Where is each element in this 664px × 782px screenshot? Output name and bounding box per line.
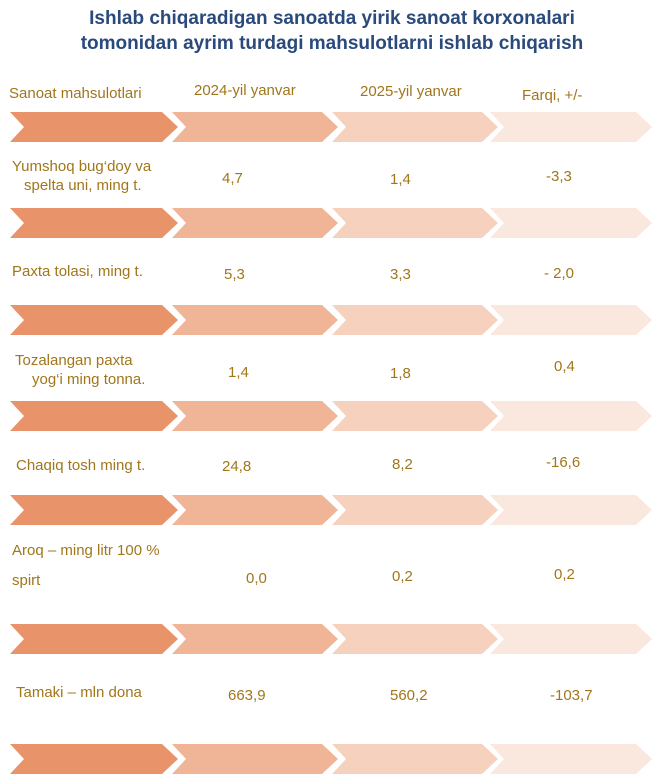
chevron-arrow-2 <box>172 624 338 654</box>
product-label-line: Paxta tolasi, ming t. <box>12 263 143 280</box>
chevron-arrow-1 <box>10 401 178 431</box>
header-diff: Farqi, +/- <box>522 87 583 104</box>
arrow-band-graphic <box>10 208 652 238</box>
chevron-arrow-1 <box>10 624 178 654</box>
chevron-arrow-4 <box>490 112 652 142</box>
value-2025: 3,3 <box>390 266 411 283</box>
page-title: Ishlab chiqaradigan sanoatda yirik sanoa… <box>0 6 664 56</box>
product-label-line: spirt <box>12 572 41 589</box>
value-diff: -16,6 <box>546 454 581 471</box>
product-label-line: Tozalangan paxta <box>15 352 133 369</box>
value-2024: 663,9 <box>228 687 266 704</box>
value-diff: -103,7 <box>550 687 593 704</box>
product-label: Yumshoq bug‘doy va spelta uni, ming t. <box>12 157 172 195</box>
header-product: Sanoat mahsulotlari <box>9 85 142 102</box>
value-2024: 1,4 <box>228 364 249 381</box>
value-2024: 4,7 <box>222 170 243 187</box>
value-2025: 8,2 <box>392 456 413 473</box>
arrow-band <box>0 305 664 335</box>
chevron-arrow-1 <box>10 112 178 142</box>
chevron-arrow-3 <box>332 624 498 654</box>
arrow-band <box>0 624 664 654</box>
value-2025: 0,2 <box>392 568 413 585</box>
product-label: Aroq – ming litr 100 % spirt <box>12 541 212 590</box>
chevron-arrow-4 <box>490 744 652 774</box>
chevron-arrow-1 <box>10 495 178 525</box>
arrow-band-graphic <box>10 495 652 525</box>
product-label-line: Chaqiq tosh ming t. <box>16 457 146 474</box>
value-diff: 0,2 <box>554 566 575 583</box>
product-label-line: spelta uni, ming t. <box>24 177 142 194</box>
arrow-band-graphic <box>10 305 652 335</box>
value-2024: 0,0 <box>246 570 267 587</box>
product-label-line: Aroq – ming litr 100 % <box>12 542 160 559</box>
value-diff: -3,3 <box>546 168 572 185</box>
product-label: Chaqiq tosh ming t. <box>16 456 196 475</box>
title-line-2: tomonidan ayrim turdagi mahsulotlarni is… <box>80 33 584 54</box>
chevron-arrow-4 <box>490 208 652 238</box>
arrow-band <box>0 744 664 774</box>
chevron-arrow-4 <box>490 495 652 525</box>
chevron-arrow-4 <box>490 305 652 335</box>
chevron-arrow-3 <box>332 305 498 335</box>
product-label: Paxta tolasi, ming t. <box>12 262 182 281</box>
product-label: Tamaki – mln dona <box>16 683 196 702</box>
chevron-arrow-4 <box>490 401 652 431</box>
value-2024: 24,8 <box>222 458 252 475</box>
value-diff: 0,4 <box>554 358 575 375</box>
chevron-arrow-2 <box>172 208 338 238</box>
chevron-arrow-1 <box>10 305 178 335</box>
product-label-line: Yumshoq bug‘doy va <box>12 158 152 175</box>
product-label: Tozalangan paxta yog‘i ming tonna. <box>15 351 185 389</box>
arrow-band <box>0 208 664 238</box>
title-line-1: Ishlab chiqaradigan sanoatda yirik sanoa… <box>89 8 575 29</box>
value-2025: 1,8 <box>390 365 411 382</box>
arrow-band-graphic <box>10 401 652 431</box>
arrow-band-graphic <box>10 744 652 774</box>
chevron-arrow-3 <box>332 744 498 774</box>
chevron-arrow-1 <box>10 744 178 774</box>
chevron-arrow-2 <box>172 744 338 774</box>
chevron-arrow-2 <box>172 305 338 335</box>
chevron-arrow-3 <box>332 401 498 431</box>
product-label-line: Tamaki – mln dona <box>16 684 142 701</box>
chevron-arrow-3 <box>332 208 498 238</box>
value-2025: 560,2 <box>390 687 428 704</box>
product-label-line: yog‘i ming tonna. <box>32 371 146 388</box>
arrow-band <box>0 495 664 525</box>
arrow-band <box>0 401 664 431</box>
header-2025: 2025-yil yanvar <box>360 83 462 100</box>
arrow-band <box>0 112 664 142</box>
value-2024: 5,3 <box>224 266 245 283</box>
value-2025: 1,4 <box>390 171 411 188</box>
arrow-band-graphic <box>10 112 652 142</box>
header-2024: 2024-yil yanvar <box>194 82 296 99</box>
arrow-band-graphic <box>10 624 652 654</box>
value-diff: - 2,0 <box>544 265 575 282</box>
chevron-arrow-2 <box>172 401 338 431</box>
chevron-arrow-3 <box>332 495 498 525</box>
chevron-arrow-2 <box>172 112 338 142</box>
chevron-arrow-2 <box>172 495 338 525</box>
chevron-arrow-1 <box>10 208 178 238</box>
chevron-arrow-4 <box>490 624 652 654</box>
chevron-arrow-3 <box>332 112 498 142</box>
